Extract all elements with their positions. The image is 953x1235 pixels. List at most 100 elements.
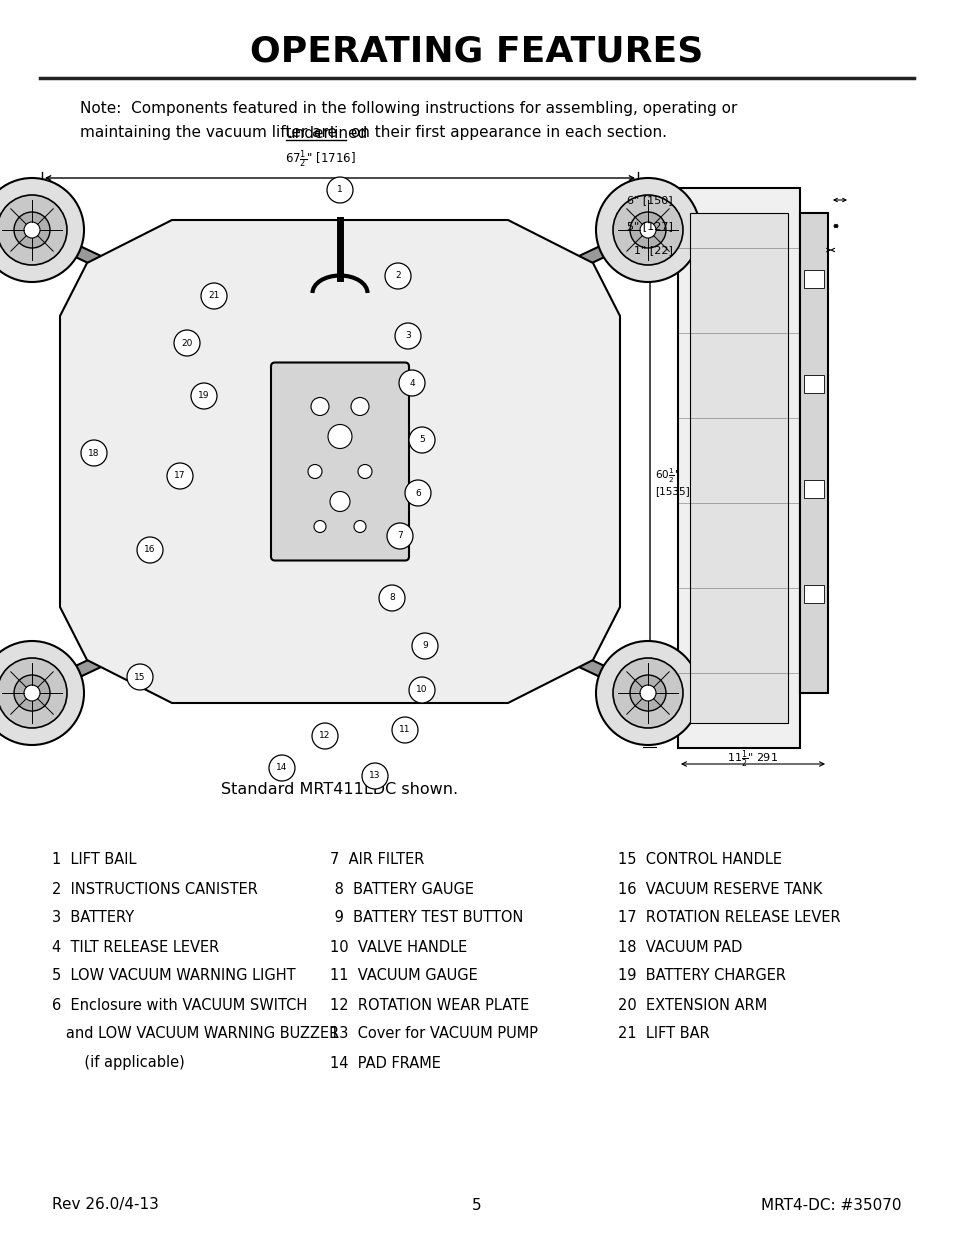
Circle shape bbox=[173, 330, 200, 356]
Text: underlined: underlined bbox=[285, 126, 368, 141]
Text: Note:  Components featured in the following instructions for assembling, operati: Note: Components featured in the followi… bbox=[80, 100, 737, 116]
Circle shape bbox=[0, 178, 84, 282]
Circle shape bbox=[387, 522, 413, 550]
Circle shape bbox=[328, 425, 352, 448]
Text: 15  CONTROL HANDLE: 15 CONTROL HANDLE bbox=[618, 852, 781, 867]
Text: 4: 4 bbox=[409, 378, 415, 388]
Text: 4  TILT RELEASE LEVER: 4 TILT RELEASE LEVER bbox=[52, 940, 219, 955]
Circle shape bbox=[405, 480, 431, 506]
Circle shape bbox=[314, 520, 326, 532]
Text: 20  EXTENSION ARM: 20 EXTENSION ARM bbox=[618, 998, 766, 1013]
Text: 6  Enclosure with VACUUM SWITCH: 6 Enclosure with VACUUM SWITCH bbox=[52, 998, 307, 1013]
Text: 1: 1 bbox=[336, 185, 342, 194]
Circle shape bbox=[330, 492, 350, 511]
Text: 8: 8 bbox=[389, 594, 395, 603]
Circle shape bbox=[127, 664, 152, 690]
Circle shape bbox=[327, 177, 353, 203]
Text: 12: 12 bbox=[319, 731, 331, 741]
Text: 13  Cover for VACUUM PUMP: 13 Cover for VACUUM PUMP bbox=[330, 1026, 537, 1041]
Circle shape bbox=[24, 222, 40, 238]
Text: 18  VACUUM PAD: 18 VACUUM PAD bbox=[618, 940, 741, 955]
Text: 9  BATTERY TEST BUTTON: 9 BATTERY TEST BUTTON bbox=[330, 910, 523, 925]
Circle shape bbox=[596, 641, 700, 745]
Text: 5: 5 bbox=[472, 1198, 481, 1213]
Circle shape bbox=[24, 685, 40, 701]
Circle shape bbox=[613, 658, 682, 727]
Text: 3: 3 bbox=[405, 331, 411, 341]
Circle shape bbox=[378, 585, 405, 611]
Circle shape bbox=[137, 537, 163, 563]
Text: 16: 16 bbox=[144, 546, 155, 555]
Text: 7  AIR FILTER: 7 AIR FILTER bbox=[330, 852, 424, 867]
Text: OPERATING FEATURES: OPERATING FEATURES bbox=[250, 35, 703, 69]
Circle shape bbox=[639, 222, 656, 238]
Circle shape bbox=[269, 755, 294, 781]
Text: 5: 5 bbox=[418, 436, 424, 445]
Text: 5  LOW VACUUM WARNING LIGHT: 5 LOW VACUUM WARNING LIGHT bbox=[52, 968, 295, 983]
Text: 5" [127]: 5" [127] bbox=[626, 221, 672, 231]
Text: 17  ROTATION RELEASE LEVER: 17 ROTATION RELEASE LEVER bbox=[618, 910, 840, 925]
Text: 12  ROTATION WEAR PLATE: 12 ROTATION WEAR PLATE bbox=[330, 998, 529, 1013]
Text: $60\frac{1}{2}$"
[1535]: $60\frac{1}{2}$" [1535] bbox=[655, 467, 689, 496]
Text: 21: 21 bbox=[208, 291, 219, 300]
Text: 13: 13 bbox=[369, 772, 380, 781]
Circle shape bbox=[385, 263, 411, 289]
Circle shape bbox=[398, 370, 424, 396]
Bar bbox=[800, 212, 827, 693]
Text: on their first appearance in each section.: on their first appearance in each sectio… bbox=[346, 126, 666, 141]
Bar bbox=[803, 585, 823, 603]
Text: 6" [150]: 6" [150] bbox=[627, 195, 672, 205]
Circle shape bbox=[629, 676, 665, 711]
Text: 15: 15 bbox=[134, 673, 146, 682]
Text: Standard MRT411LDC shown.: Standard MRT411LDC shown. bbox=[221, 783, 458, 798]
Circle shape bbox=[639, 685, 656, 701]
Text: and LOW VACUUM WARNING BUZZER: and LOW VACUUM WARNING BUZZER bbox=[52, 1026, 339, 1041]
Text: Rev 26.0/4-13: Rev 26.0/4-13 bbox=[52, 1198, 159, 1213]
Circle shape bbox=[201, 283, 227, 309]
FancyBboxPatch shape bbox=[271, 363, 409, 561]
Text: 20: 20 bbox=[181, 338, 193, 347]
Circle shape bbox=[596, 178, 700, 282]
Text: 10: 10 bbox=[416, 685, 427, 694]
Circle shape bbox=[351, 398, 369, 415]
Polygon shape bbox=[60, 220, 619, 703]
Bar bbox=[678, 188, 800, 748]
Circle shape bbox=[14, 212, 50, 248]
Text: 21  LIFT BAR: 21 LIFT BAR bbox=[618, 1026, 709, 1041]
Text: (if applicable): (if applicable) bbox=[52, 1056, 185, 1071]
Circle shape bbox=[0, 658, 67, 727]
Text: 11  VACUUM GAUGE: 11 VACUUM GAUGE bbox=[330, 968, 477, 983]
Text: 2  INSTRUCTIONS CANISTER: 2 INSTRUCTIONS CANISTER bbox=[52, 882, 257, 897]
Text: 14: 14 bbox=[276, 763, 288, 773]
Text: 11: 11 bbox=[399, 725, 411, 735]
Circle shape bbox=[312, 722, 337, 748]
Text: 3  BATTERY: 3 BATTERY bbox=[52, 910, 134, 925]
Bar bbox=[803, 375, 823, 393]
Circle shape bbox=[613, 195, 682, 266]
Circle shape bbox=[0, 195, 67, 266]
Text: 14  PAD FRAME: 14 PAD FRAME bbox=[330, 1056, 440, 1071]
Circle shape bbox=[311, 398, 329, 415]
Circle shape bbox=[354, 520, 366, 532]
Text: 6: 6 bbox=[415, 489, 420, 498]
Circle shape bbox=[308, 464, 322, 478]
Text: $67\frac{1}{2}$" [1716]: $67\frac{1}{2}$" [1716] bbox=[284, 148, 355, 170]
Circle shape bbox=[409, 677, 435, 703]
Circle shape bbox=[392, 718, 417, 743]
Circle shape bbox=[629, 212, 665, 248]
Circle shape bbox=[361, 763, 388, 789]
Circle shape bbox=[14, 676, 50, 711]
Circle shape bbox=[0, 641, 84, 745]
Text: 16  VACUUM RESERVE TANK: 16 VACUUM RESERVE TANK bbox=[618, 882, 821, 897]
Text: 7: 7 bbox=[396, 531, 402, 541]
Text: 1  LIFT BAIL: 1 LIFT BAIL bbox=[52, 852, 136, 867]
Bar bbox=[689, 212, 787, 722]
Text: 17: 17 bbox=[174, 472, 186, 480]
Circle shape bbox=[357, 464, 372, 478]
Text: $11\frac{1}{2}$" 291: $11\frac{1}{2}$" 291 bbox=[727, 748, 778, 769]
Circle shape bbox=[167, 463, 193, 489]
Text: 8  BATTERY GAUGE: 8 BATTERY GAUGE bbox=[330, 882, 474, 897]
Text: MRT4-DC: #35070: MRT4-DC: #35070 bbox=[760, 1198, 901, 1213]
Text: 18: 18 bbox=[89, 448, 100, 457]
Bar bbox=[803, 480, 823, 498]
